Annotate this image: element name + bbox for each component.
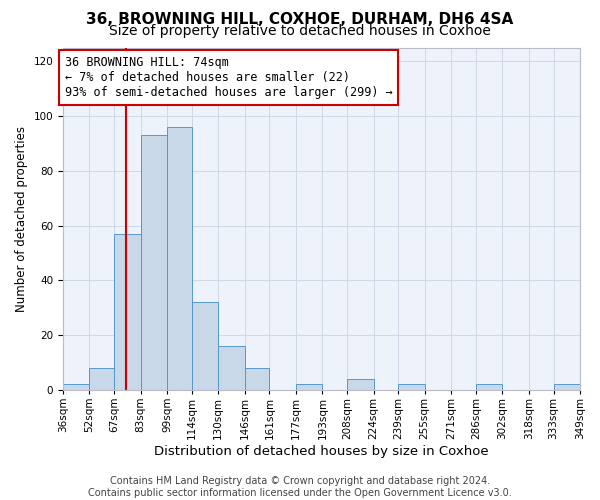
Bar [554,384,580,390]
Text: Contains HM Land Registry data © Crown copyright and database right 2024.
Contai: Contains HM Land Registry data © Crown c… [88,476,512,498]
Bar [89,368,114,390]
Text: 36 BROWNING HILL: 74sqm
← 7% of detached houses are smaller (22)
93% of semi-det: 36 BROWNING HILL: 74sqm ← 7% of detached… [65,56,392,98]
Text: 36, BROWNING HILL, COXHOE, DURHAM, DH6 4SA: 36, BROWNING HILL, COXHOE, DURHAM, DH6 4… [86,12,514,28]
Text: Size of property relative to detached houses in Coxhoe: Size of property relative to detached ho… [109,24,491,38]
Bar [63,384,89,390]
Bar [192,302,218,390]
Bar [140,135,167,390]
Bar [218,346,245,390]
Bar [167,127,192,390]
Bar [347,379,374,390]
Bar [398,384,425,390]
X-axis label: Distribution of detached houses by size in Coxhoe: Distribution of detached houses by size … [154,444,489,458]
Bar [245,368,269,390]
Y-axis label: Number of detached properties: Number of detached properties [15,126,28,312]
Bar [296,384,322,390]
Bar [476,384,502,390]
Bar [114,234,140,390]
